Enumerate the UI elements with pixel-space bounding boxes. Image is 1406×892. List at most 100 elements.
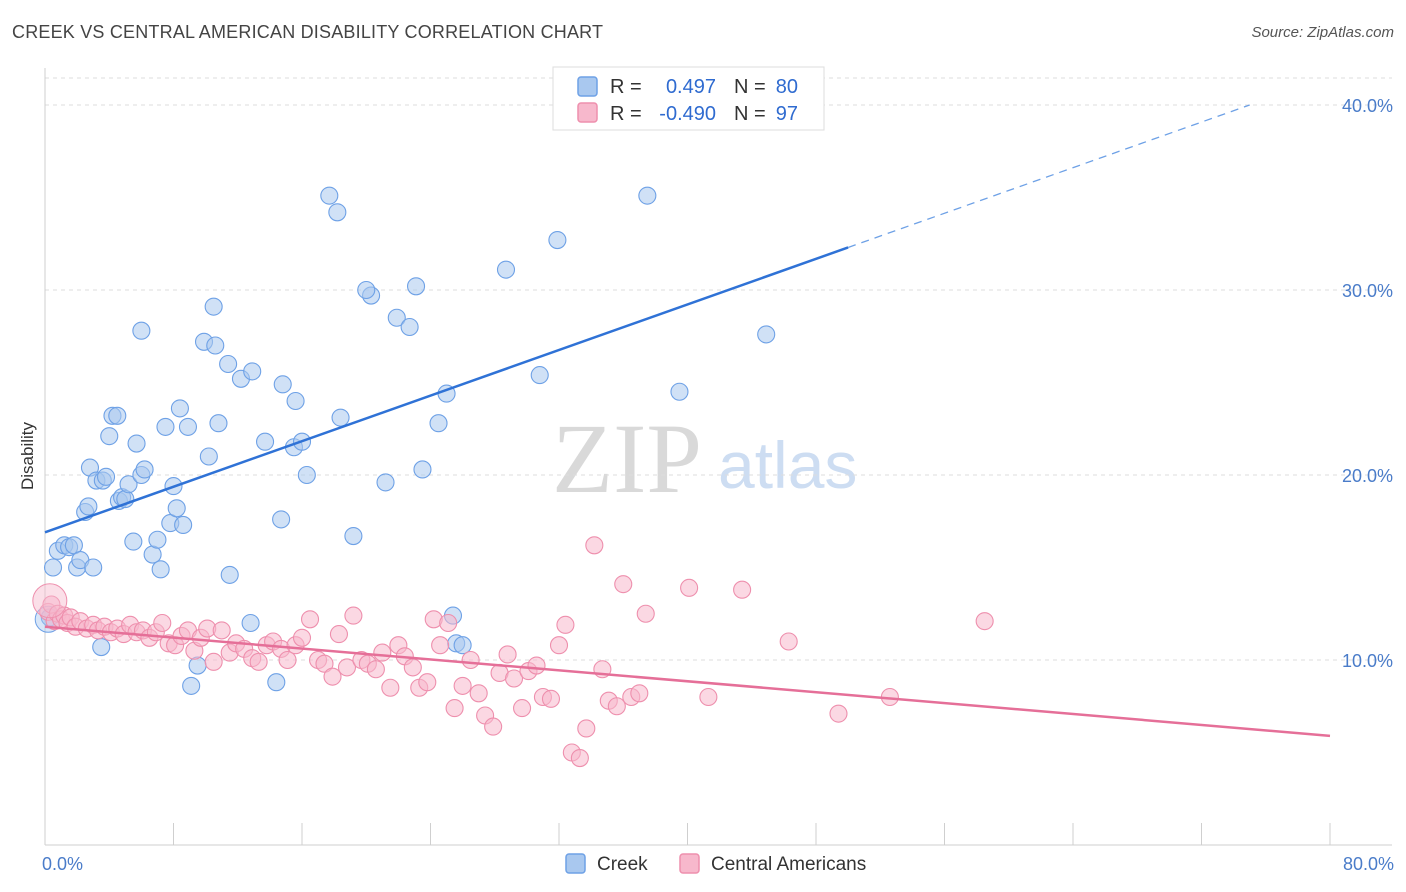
source-credit: Source: ZipAtlas.com	[1251, 24, 1394, 41]
creek-point	[92, 637, 111, 657]
central-americans-point	[630, 684, 649, 703]
central-americans-point	[585, 536, 604, 555]
central-americans-point	[381, 678, 400, 697]
central-americans-point	[278, 650, 297, 670]
creek-point	[320, 186, 339, 205]
creek-point	[204, 297, 223, 316]
creek-point	[357, 280, 376, 300]
central-americans-point	[577, 719, 596, 738]
legend-r-value-creek: 0.497	[666, 76, 716, 98]
creek-point	[413, 460, 432, 479]
creek-point	[286, 391, 305, 411]
bottom-legend-swatch-central-americans	[679, 853, 700, 874]
central-americans-point	[461, 650, 480, 670]
central-americans-point	[607, 697, 626, 716]
central-americans-point	[373, 643, 392, 662]
creek-point	[188, 656, 207, 675]
central-americans-point	[614, 575, 633, 594]
legend-n-value-central-americans: 97	[776, 103, 798, 125]
creek-point	[96, 467, 116, 486]
creek-point	[406, 277, 426, 296]
central-americans-point	[204, 652, 223, 671]
creek-point	[241, 613, 260, 633]
watermark-atlas: atlas	[718, 428, 857, 502]
creek-point	[182, 676, 201, 695]
creek-point	[148, 530, 167, 549]
central-americans-point	[366, 660, 385, 679]
legend-r-label-central-americans: R =	[610, 103, 642, 125]
legend-swatch-creek	[577, 76, 598, 97]
creek-point	[206, 336, 225, 355]
central-americans-point	[556, 615, 575, 634]
creek-trend-line	[44, 246, 849, 534]
central-americans-point	[453, 676, 472, 695]
axes	[44, 68, 1392, 846]
creek-point	[119, 475, 138, 494]
legend-n-label-creek: N =	[734, 76, 766, 98]
chart-title: CREEK VS CENTRAL AMERICAN DISABILITY COR…	[12, 22, 604, 42]
central-americans-point	[315, 654, 334, 673]
central-americans-point	[337, 658, 357, 677]
creek-point	[174, 515, 193, 535]
y-axis-label: Disability	[18, 421, 37, 490]
central-americans-point	[300, 610, 320, 629]
creek-point	[151, 560, 170, 579]
y-tick-label: 20.0%	[1342, 466, 1393, 486]
creek-point	[167, 499, 186, 518]
y-tick-label: 10.0%	[1342, 651, 1393, 671]
central-americans-point	[680, 578, 699, 597]
central-americans-point	[541, 689, 561, 708]
central-americans-point	[431, 636, 450, 655]
legend-swatch-central-americans	[577, 102, 598, 123]
central-americans-point-cluster	[32, 583, 68, 619]
creek-point	[199, 447, 218, 466]
legend: R = 0.497 N = 80 R = -0.490 N = 97	[552, 66, 825, 131]
creek-point	[170, 399, 189, 418]
creek-point	[376, 473, 395, 492]
creek-point	[757, 325, 776, 344]
creek-point	[453, 636, 472, 655]
x-tick-label-min: 0.0%	[42, 854, 83, 874]
central-americans-point	[733, 580, 752, 599]
watermark: ZIP atlas	[552, 403, 857, 514]
central-americans-point	[445, 699, 464, 718]
central-americans-point	[323, 667, 342, 686]
legend-n-value-creek: 80	[776, 76, 798, 98]
creek-point	[387, 308, 406, 327]
creek-point	[267, 673, 286, 692]
legend-r-label-creek: R =	[610, 76, 642, 98]
creek-point	[135, 460, 154, 479]
central-americans-point	[513, 699, 532, 718]
creek-point	[100, 427, 119, 446]
x-tick-label-max: 80.0%	[1343, 854, 1394, 874]
trend-lines	[44, 104, 1331, 738]
central-americans-point	[527, 656, 546, 675]
central-americans-point	[498, 645, 517, 664]
legend-n-label-central-americans: N =	[734, 103, 766, 125]
creek-point	[328, 203, 347, 222]
bottom-legend-swatch-creek	[565, 853, 586, 874]
y-tick-label: 30.0%	[1342, 281, 1393, 301]
creek-trend-extension	[847, 104, 1250, 249]
bottom-legend: Creek Central Americans	[565, 853, 866, 875]
creek-point	[84, 558, 103, 577]
creek-point	[124, 532, 143, 551]
creek-point	[344, 526, 363, 546]
creek-point	[638, 186, 657, 205]
central-americans-point	[484, 717, 503, 736]
creek-point	[429, 414, 448, 433]
watermark-zip: ZIP	[552, 403, 702, 514]
central-americans-point	[549, 636, 569, 655]
creek-point	[530, 366, 549, 385]
central-americans-point	[292, 628, 312, 647]
creek-point	[548, 231, 567, 250]
creek-point	[79, 497, 98, 516]
central-americans-point	[779, 632, 798, 651]
series-central-americans-points	[32, 536, 994, 768]
x-tick-labels: 0.0% 80.0%	[42, 854, 1394, 874]
central-americans-point	[829, 704, 848, 723]
creek-point	[297, 465, 316, 485]
bottom-legend-label-central-americans: Central Americans	[711, 854, 866, 875]
creek-point	[219, 354, 238, 374]
